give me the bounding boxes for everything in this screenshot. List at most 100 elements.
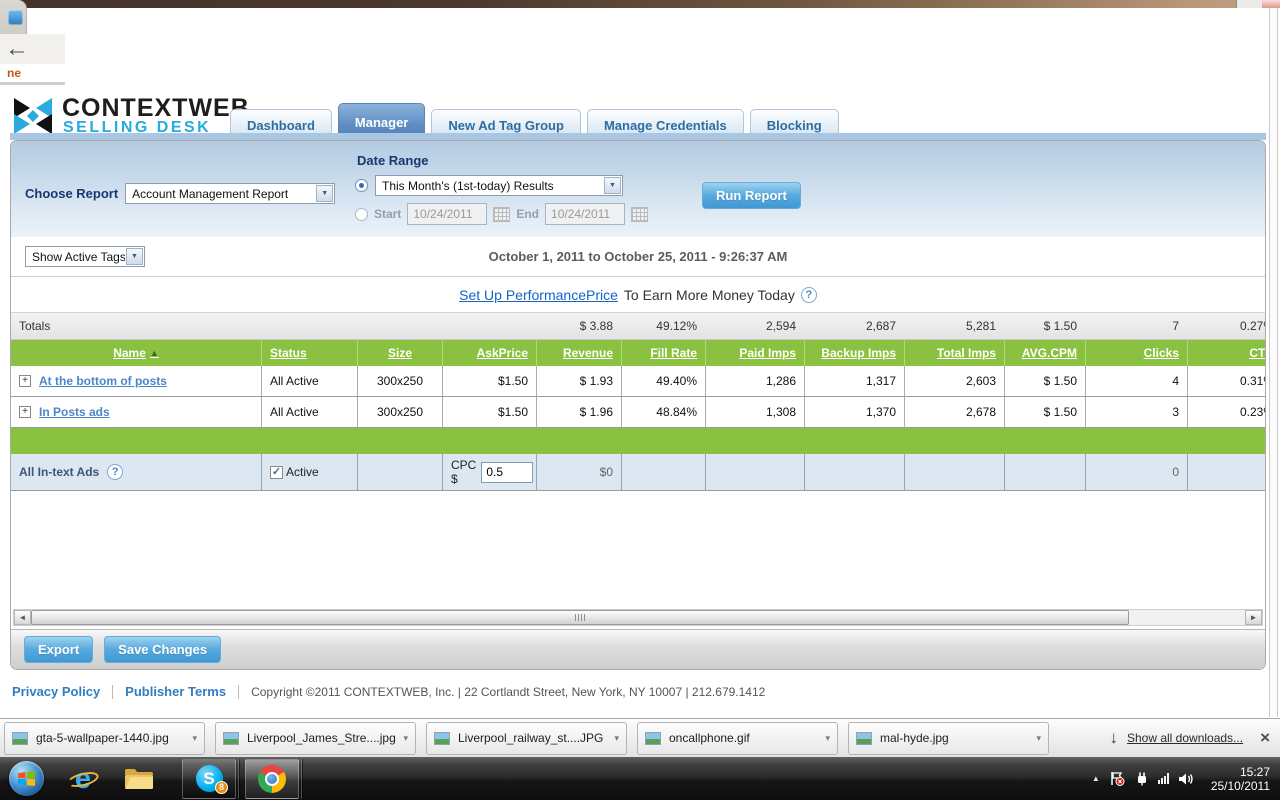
- active-checkbox[interactable]: ✓: [270, 465, 283, 479]
- fill-rate-cell: 48.84%: [621, 397, 705, 427]
- choose-report-label: Choose Report: [25, 186, 119, 201]
- table-toolbar: Show Active Tags ▼ October 1, 2011 to Oc…: [11, 237, 1265, 277]
- col-header-status[interactable]: Status: [261, 340, 357, 366]
- expand-icon[interactable]: +: [19, 406, 31, 418]
- network-signal-icon[interactable]: [1157, 773, 1169, 784]
- cpc-label: CPC $: [451, 458, 477, 486]
- col-header-avg-cpm[interactable]: AVG.CPM: [1004, 340, 1085, 366]
- backup-imps-cell: 1,370: [804, 397, 904, 427]
- start-button[interactable]: [9, 761, 44, 796]
- intext-label: All In-text Ads: [19, 465, 100, 479]
- chevron-down-icon[interactable]: ▼: [316, 185, 334, 202]
- chevron-down-icon[interactable]: ▾: [614, 732, 619, 743]
- intext-ads-row: All In-text Ads ? ✓ Active CPC $ $0 0: [11, 454, 1265, 491]
- explorer-folder-icon[interactable]: [118, 759, 160, 799]
- report-select[interactable]: Account Management Report ▼: [125, 183, 336, 204]
- back-icon[interactable]: ←: [5, 35, 29, 62]
- bookmark-item[interactable]: ne: [7, 66, 22, 80]
- col-header-fill-rate[interactable]: Fill Rate: [621, 340, 705, 366]
- horizontal-scrollbar[interactable]: ◄ ►: [13, 609, 1263, 626]
- power-plug-icon[interactable]: [1134, 771, 1149, 786]
- totals-revenue: $ 3.88: [579, 319, 613, 333]
- report-period-heading: October 1, 2011 to October 25, 2011 - 9:…: [488, 249, 788, 264]
- start-date-input[interactable]: [407, 203, 488, 225]
- download-item[interactable]: Liverpool_railway_st....JPG ▾: [426, 721, 627, 755]
- contextweb-logo-icon: [14, 98, 52, 134]
- browser-vertical-scrollbar[interactable]: [1269, 8, 1278, 717]
- skype-taskbar-button[interactable]: S 8: [182, 758, 236, 799]
- tag-filter-select[interactable]: Show Active Tags ▼: [25, 246, 145, 267]
- paid-imps-cell: 1,286: [705, 366, 804, 396]
- ad-tag-link[interactable]: At the bottom of posts: [39, 374, 167, 388]
- window-close-button[interactable]: [1262, 0, 1280, 8]
- expand-icon[interactable]: +: [19, 375, 31, 387]
- cpc-input[interactable]: [481, 461, 534, 483]
- chevron-down-icon[interactable]: ▾: [403, 732, 408, 743]
- chrome-taskbar-button[interactable]: [245, 758, 299, 799]
- taskbar-clock[interactable]: 15:27 25/10/2011: [1203, 765, 1270, 793]
- download-item[interactable]: Liverpool_James_Stre....jpg ▾: [215, 721, 416, 755]
- save-changes-button[interactable]: Save Changes: [104, 636, 222, 663]
- col-header-total-imps[interactable]: Total Imps: [904, 340, 1004, 366]
- volume-icon[interactable]: [1178, 772, 1194, 786]
- export-button[interactable]: Export: [24, 636, 94, 663]
- status-cell: All Active: [261, 366, 357, 396]
- calendar-icon[interactable]: [631, 206, 649, 222]
- table-row: + At the bottom of posts All Active 300x…: [11, 366, 1265, 397]
- col-header-askprice[interactable]: AskPrice: [442, 340, 536, 366]
- publisher-terms-link[interactable]: Publisher Terms: [125, 684, 227, 699]
- end-date-input[interactable]: [545, 203, 626, 225]
- preset-radio[interactable]: [355, 179, 368, 192]
- help-icon[interactable]: ?: [800, 286, 817, 303]
- chevron-down-icon[interactable]: ▼: [126, 248, 143, 265]
- download-item[interactable]: mal-hyde.jpg ▾: [848, 721, 1049, 755]
- clock-time: 15:27: [1239, 764, 1270, 779]
- col-header-ctr[interactable]: CTR: [1187, 340, 1265, 366]
- calendar-icon[interactable]: [493, 206, 511, 222]
- tray-expand-icon[interactable]: ▲: [1091, 774, 1100, 783]
- show-all-downloads-link[interactable]: Show all downloads...: [1126, 731, 1244, 745]
- col-header-name[interactable]: Name ▲: [113, 346, 159, 360]
- chevron-down-icon[interactable]: ▾: [192, 732, 197, 743]
- download-item[interactable]: gta-5-wallpaper-1440.jpg ▾: [4, 721, 205, 755]
- chevron-down-icon[interactable]: ▼: [604, 177, 621, 194]
- clicks-cell: 3: [1085, 397, 1187, 427]
- col-header-revenue[interactable]: Revenue: [536, 340, 621, 366]
- scroll-left-arrow-icon[interactable]: ◄: [14, 610, 31, 625]
- col-header-paid-imps[interactable]: Paid Imps: [705, 340, 804, 366]
- help-icon[interactable]: ?: [107, 464, 124, 480]
- close-icon[interactable]: ×: [1260, 728, 1270, 747]
- col-header-backup-imps[interactable]: Backup Imps: [804, 340, 904, 366]
- run-report-button[interactable]: Run Report: [702, 182, 801, 209]
- footer-divider: [238, 684, 240, 699]
- chevron-down-icon[interactable]: ▾: [825, 732, 830, 743]
- window-restore-button[interactable]: [1236, 0, 1262, 8]
- ad-tag-link[interactable]: In Posts ads: [39, 405, 110, 419]
- download-item[interactable]: oncallphone.gif ▾: [637, 721, 838, 755]
- ctr-cell: 0.23%: [1187, 397, 1265, 427]
- totals-avg-cpm: $ 1.50: [1043, 319, 1077, 333]
- status-cell: All Active: [261, 397, 357, 427]
- table-empty-area: [11, 491, 1265, 609]
- date-preset-select[interactable]: This Month's (1st-today) Results ▼: [375, 175, 623, 196]
- browser-tab-stub[interactable]: [0, 0, 27, 34]
- performanceprice-link[interactable]: Set Up PerformancePrice: [459, 286, 618, 303]
- report-controls: Choose Report Account Management Report …: [11, 141, 1265, 237]
- custom-range-radio[interactable]: [355, 207, 368, 221]
- totals-row: Totals $ 3.88 49.12% 2,594 2,687 5,281 $…: [11, 313, 1265, 340]
- scroll-right-arrow-icon[interactable]: ►: [1245, 610, 1262, 625]
- action-center-flag-icon[interactable]: [1109, 771, 1125, 786]
- chevron-down-icon[interactable]: ▾: [1036, 732, 1041, 743]
- image-file-icon: [12, 731, 28, 745]
- fill-rate-cell: 49.40%: [621, 366, 705, 396]
- promo-row: Set Up PerformancePrice To Earn More Mon…: [11, 277, 1265, 313]
- scrollbar-thumb[interactable]: [31, 610, 1130, 625]
- section-separator-band: [11, 428, 1265, 454]
- internet-explorer-icon[interactable]: e: [62, 759, 104, 799]
- totals-label: Totals: [19, 319, 51, 333]
- privacy-policy-link[interactable]: Privacy Policy: [12, 684, 101, 699]
- revenue-cell: $ 1.96: [536, 397, 621, 427]
- col-header-size[interactable]: Size: [357, 340, 442, 366]
- col-header-clicks[interactable]: Clicks: [1085, 340, 1187, 366]
- totals-paid-imps: 2,594: [765, 319, 796, 333]
